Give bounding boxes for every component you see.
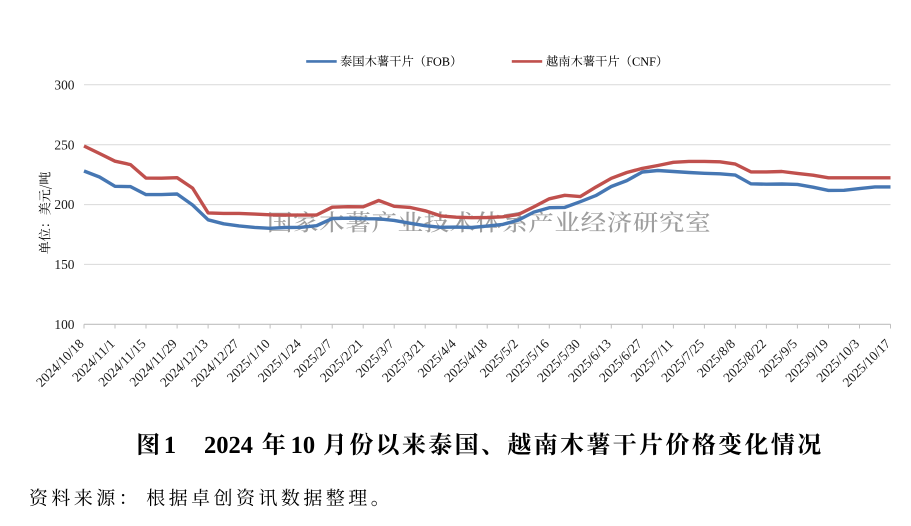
svg-text:100: 100 [54, 317, 74, 332]
svg-text:300: 300 [54, 77, 74, 92]
svg-text:200: 200 [54, 197, 74, 212]
svg-text:150: 150 [54, 257, 74, 272]
svg-text:250: 250 [54, 137, 74, 152]
